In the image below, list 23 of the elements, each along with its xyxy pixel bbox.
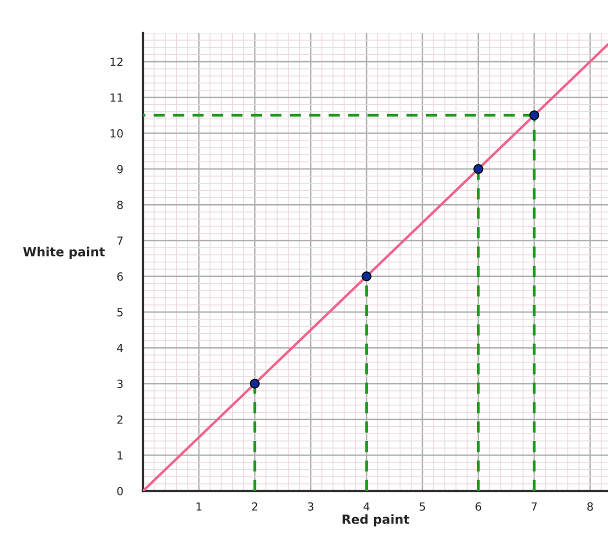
x-tick-label: 1: [196, 502, 202, 511]
x-tick-label: 6: [476, 502, 482, 511]
y-tick-label: 6: [117, 272, 123, 281]
x-tick-label: 5: [420, 502, 426, 511]
y-tick-label: 5: [117, 308, 123, 316]
y-tick-label: 2: [117, 415, 122, 424]
x-tick-label: 8: [587, 502, 593, 511]
y-tick-label: 1: [118, 451, 123, 460]
y-tick-label: 0: [117, 486, 123, 496]
x-tick-label: 7: [532, 502, 537, 511]
y-tick-label: 10: [110, 129, 123, 138]
y-tick-label: 11: [110, 94, 123, 102]
y-tick-label: 12: [110, 58, 122, 66]
x-tick-label: 4: [364, 502, 370, 511]
y-tick-label: 9: [117, 164, 123, 174]
y-axis-title: White paint: [23, 246, 105, 259]
x-axis-title: Red paint: [342, 514, 410, 526]
y-tick-label: 7: [117, 236, 123, 245]
x-tick-label: 2: [252, 502, 258, 511]
y-tick-label: 3: [117, 380, 123, 388]
x-tick-label: 3: [308, 502, 314, 511]
y-tick-label: 8: [117, 200, 123, 210]
y-tick-label: 4: [117, 344, 123, 352]
